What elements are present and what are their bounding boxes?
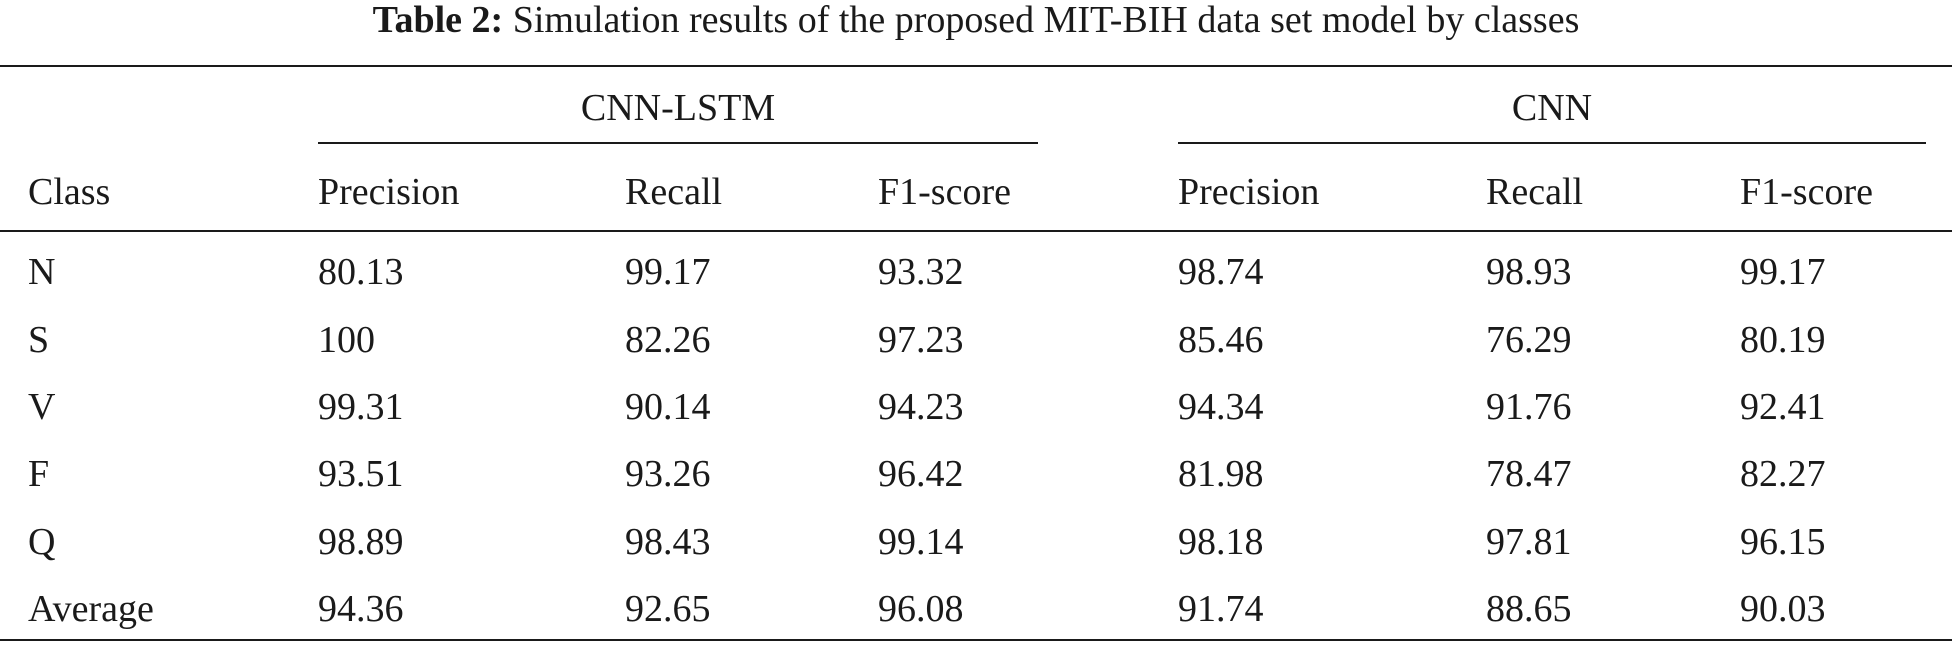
table-caption-label: Table 2: — [372, 0, 504, 41]
table-cell: 82.27 — [1740, 453, 1826, 495]
table-cell: 93.32 — [878, 251, 964, 293]
table-cell-class: Average — [28, 588, 154, 630]
header-bottom-rule — [0, 230, 1952, 232]
table-cell: 98.18 — [1178, 521, 1264, 563]
table-cell-class: Q — [28, 521, 56, 563]
table-top-rule — [0, 65, 1952, 67]
table-cell: 82.26 — [625, 319, 711, 361]
table-cell: 76.29 — [1486, 319, 1572, 361]
table-cell: 99.17 — [625, 251, 711, 293]
table-cell: 91.76 — [1486, 386, 1572, 428]
table-cell: 99.17 — [1740, 251, 1826, 293]
column-header-precision: Precision — [1178, 171, 1320, 213]
table-cell: 97.23 — [878, 319, 964, 361]
table-caption-text: Simulation results of the proposed MIT-B… — [512, 0, 1580, 41]
group-rule-cnn-lstm — [318, 142, 1038, 144]
table-cell: 88.65 — [1486, 588, 1572, 630]
table-cell: 93.26 — [625, 453, 711, 495]
column-header-class: Class — [28, 171, 111, 213]
table-cell: 78.47 — [1486, 453, 1572, 495]
group-rule-cnn — [1178, 142, 1926, 144]
table-cell: 98.89 — [318, 521, 404, 563]
table-cell: 94.36 — [318, 588, 404, 630]
table-cell: 81.98 — [1178, 453, 1264, 495]
table-cell: 90.03 — [1740, 588, 1826, 630]
table-cell: 99.31 — [318, 386, 404, 428]
table-cell-class: V — [28, 386, 56, 428]
table-cell-class: S — [28, 319, 50, 361]
column-header-recall: Recall — [1486, 171, 1584, 213]
table-cell: 90.14 — [625, 386, 711, 428]
table-bottom-rule — [0, 639, 1952, 641]
table-cell: 98.43 — [625, 521, 711, 563]
group-header-cnn: CNN — [1511, 87, 1593, 129]
group-header-cnn-lstm: CNN-LSTM — [580, 87, 776, 129]
table-cell: 96.42 — [878, 453, 964, 495]
table-cell: 98.93 — [1486, 251, 1572, 293]
table-cell: 98.74 — [1178, 251, 1264, 293]
table-cell: 91.74 — [1178, 588, 1264, 630]
table-caption: Table 2: Simulation results of the propo… — [0, 0, 1952, 40]
table-cell: 100 — [318, 319, 375, 361]
column-header-f1-score: F1-score — [1740, 171, 1873, 213]
table-cell: 94.34 — [1178, 386, 1264, 428]
table-cell-class: F — [28, 453, 50, 495]
table-cell: 94.23 — [878, 386, 964, 428]
table-cell: 99.14 — [878, 521, 964, 563]
table-cell: 80.13 — [318, 251, 404, 293]
column-header-f1-score: F1-score — [878, 171, 1011, 213]
table-cell: 97.81 — [1486, 521, 1572, 563]
table-cell: 93.51 — [318, 453, 404, 495]
table-cell: 80.19 — [1740, 319, 1826, 361]
table-cell: 96.08 — [878, 588, 964, 630]
table-cell: 92.41 — [1740, 386, 1826, 428]
table-cell: 96.15 — [1740, 521, 1826, 563]
table-cell-class: N — [28, 251, 56, 293]
column-header-recall: Recall — [625, 171, 723, 213]
column-header-precision: Precision — [318, 171, 460, 213]
table-cell: 85.46 — [1178, 319, 1264, 361]
table-cell: 92.65 — [625, 588, 711, 630]
